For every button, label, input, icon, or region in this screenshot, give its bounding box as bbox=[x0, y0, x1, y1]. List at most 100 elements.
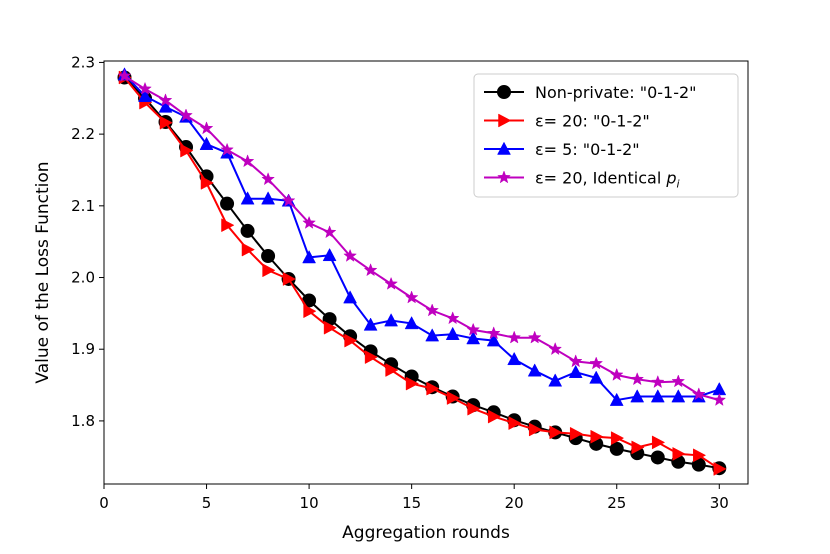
data-point bbox=[466, 322, 481, 336]
legend-label-main: ε= 5: "0-1-2" bbox=[535, 140, 640, 159]
series-group bbox=[117, 67, 727, 476]
data-point bbox=[650, 374, 665, 389]
legend-marker bbox=[497, 85, 511, 99]
y-tick-label: 2.2 bbox=[71, 125, 95, 143]
axes: 0 5 10 15 20 25 30 1.8 1.9 2.0 2.1 2.2 2.3 bbox=[71, 53, 729, 512]
x-axis-label: Aggregation rounds bbox=[342, 523, 510, 543]
data-point bbox=[712, 392, 727, 406]
legend-label-main: ε= 20, Identical bbox=[535, 169, 666, 188]
data-point bbox=[426, 381, 440, 396]
data-point bbox=[240, 223, 255, 238]
data-point bbox=[404, 316, 419, 330]
series-3 bbox=[117, 68, 727, 406]
data-point bbox=[548, 341, 563, 356]
legend-box bbox=[473, 73, 739, 198]
x-tick-label: 15 bbox=[402, 494, 421, 512]
data-point bbox=[693, 448, 707, 463]
data-point bbox=[261, 191, 276, 205]
data-point bbox=[282, 272, 296, 286]
data-point bbox=[486, 326, 501, 340]
data-point bbox=[507, 330, 522, 344]
y-axis-label: Value of the Loss Function bbox=[33, 161, 53, 383]
data-point bbox=[486, 333, 501, 347]
data-point bbox=[158, 93, 173, 107]
legend: Non-private: "0-1-2" ε= 20: "0-1-2" ε= 5: … bbox=[473, 73, 739, 198]
data-point bbox=[138, 88, 152, 102]
data-point bbox=[363, 317, 378, 331]
data-point bbox=[568, 364, 583, 378]
data-point bbox=[302, 215, 316, 229]
data-point bbox=[363, 263, 378, 277]
y-tick-label: 2.0 bbox=[71, 269, 95, 287]
data-point bbox=[508, 416, 522, 431]
data-point bbox=[240, 191, 255, 205]
data-point bbox=[221, 218, 235, 233]
y-tick-label: 2.1 bbox=[71, 197, 95, 215]
legend-label-main: Non-private: "0-1-2" bbox=[535, 83, 697, 102]
data-point bbox=[404, 290, 419, 304]
data-point bbox=[672, 446, 686, 461]
legend-marker bbox=[498, 113, 512, 128]
data-point bbox=[261, 249, 276, 264]
x-tick-label: 5 bbox=[202, 494, 212, 512]
x-tick-label: 0 bbox=[99, 494, 109, 512]
data-point bbox=[138, 81, 152, 95]
legend-label-subscript: i bbox=[677, 178, 680, 191]
data-point bbox=[159, 115, 173, 130]
data-point bbox=[445, 326, 460, 340]
data-point bbox=[487, 409, 502, 424]
data-point bbox=[199, 121, 214, 135]
data-point bbox=[180, 143, 194, 158]
x-tick-label: 20 bbox=[505, 494, 524, 512]
data-point bbox=[199, 136, 214, 150]
data-point bbox=[425, 303, 439, 317]
data-point bbox=[569, 426, 584, 441]
data-point bbox=[549, 425, 563, 440]
data-point bbox=[343, 248, 357, 262]
legend-label: ε= 20: "0-1-2" bbox=[535, 112, 650, 131]
data-point bbox=[158, 99, 173, 113]
data-point bbox=[631, 440, 645, 455]
data-point bbox=[590, 429, 604, 444]
data-point bbox=[241, 242, 255, 257]
data-point bbox=[323, 320, 337, 335]
legend-label: ε= 5: "0-1-2" bbox=[535, 140, 640, 159]
data-point bbox=[261, 172, 275, 186]
data-point bbox=[302, 250, 317, 264]
data-point bbox=[385, 363, 399, 377]
data-point bbox=[528, 422, 543, 437]
legend-label: Non-private: "0-1-2" bbox=[535, 83, 697, 102]
x-tick-label: 25 bbox=[607, 494, 626, 512]
data-point bbox=[364, 350, 378, 365]
data-point bbox=[671, 374, 686, 388]
series-1 bbox=[118, 70, 727, 476]
data-point bbox=[610, 431, 625, 446]
plot-frame bbox=[103, 60, 749, 485]
data-point bbox=[179, 108, 193, 122]
data-point bbox=[609, 441, 624, 456]
legend-marker bbox=[497, 170, 511, 184]
data-point bbox=[384, 313, 399, 327]
data-point bbox=[344, 333, 358, 348]
data-point bbox=[467, 401, 481, 416]
data-point bbox=[671, 389, 686, 403]
data-point bbox=[322, 225, 337, 239]
data-point bbox=[691, 387, 706, 401]
data-point bbox=[589, 370, 604, 384]
data-point bbox=[466, 331, 481, 345]
data-point bbox=[650, 450, 665, 465]
y-tick-label: 1.9 bbox=[71, 340, 95, 358]
series-line bbox=[123, 75, 720, 402]
data-point bbox=[281, 193, 296, 207]
data-point bbox=[589, 356, 604, 370]
x-tick-label: 10 bbox=[300, 494, 319, 512]
data-point bbox=[220, 196, 235, 211]
data-point bbox=[200, 175, 214, 190]
legend-label-main: ε= 20: "0-1-2" bbox=[535, 112, 650, 131]
x-tick-label: 30 bbox=[710, 494, 729, 512]
data-point bbox=[343, 290, 358, 304]
data-point bbox=[220, 142, 234, 156]
data-point bbox=[609, 367, 624, 381]
data-point bbox=[303, 304, 317, 319]
